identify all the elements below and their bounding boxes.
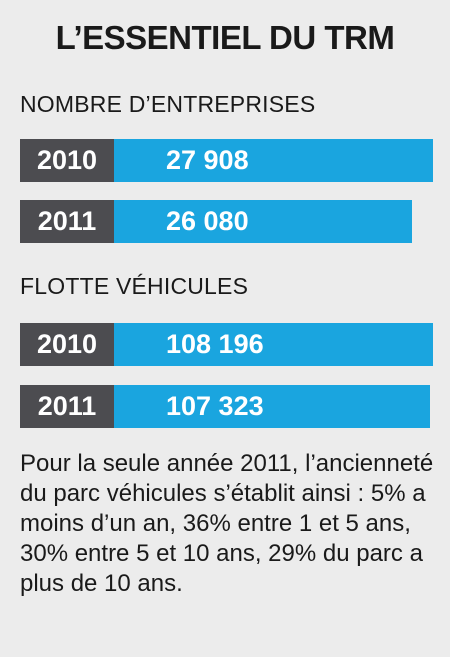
bar-value-label: 108 196: [166, 329, 264, 359]
bar-value-label: 107 323: [166, 391, 264, 421]
section-label-flotte: FLOTTE VÉHICULES: [20, 273, 249, 299]
section-label-entreprises: NOMBRE D’ENTREPRISES: [20, 91, 316, 117]
bar-value-label: 26 080: [166, 206, 249, 236]
year-label: 2011: [20, 200, 114, 243]
year-label: 2010: [20, 323, 114, 366]
bar-flotte-2011: [114, 385, 430, 428]
footnote-text: Pour la seule année 2011, l’ancienneté d…: [20, 450, 434, 597]
infographic-title: L’ESSENTIEL DU TRM: [55, 19, 395, 56]
year-label: 2010: [20, 139, 114, 182]
year-label: 2011: [20, 385, 114, 428]
bar-entreprises-2010: [114, 139, 433, 182]
bar-flotte-2010: [114, 323, 433, 366]
bar-value-label: 27 908: [166, 145, 249, 175]
bar-entreprises-2011: [114, 200, 412, 243]
